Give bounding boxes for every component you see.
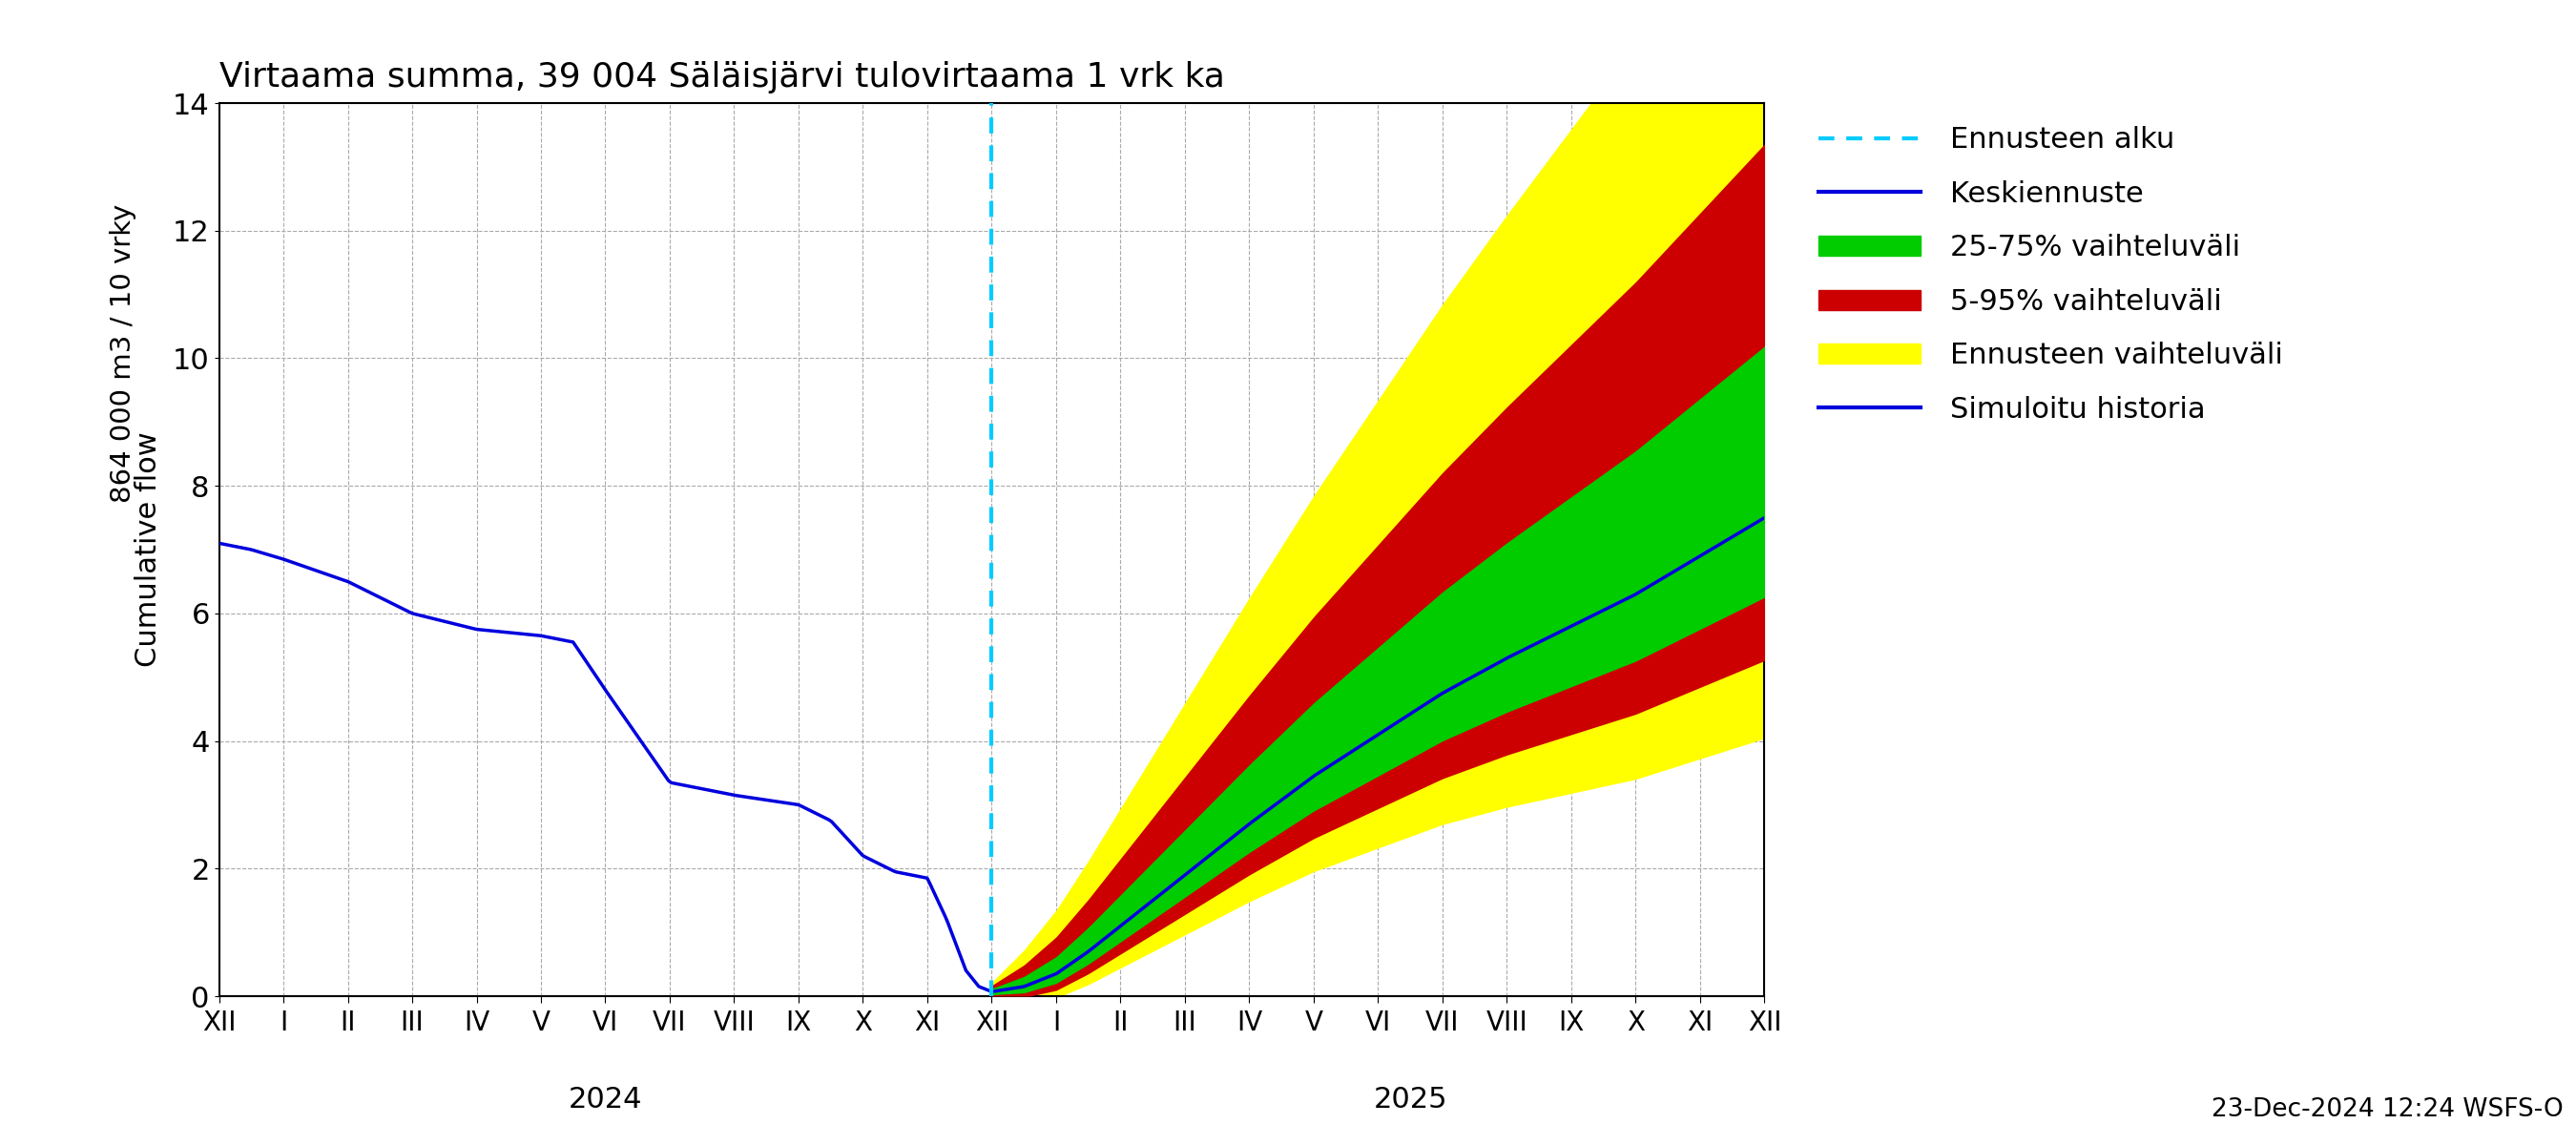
Text: 23-Dec-2024 12:24 WSFS-O: 23-Dec-2024 12:24 WSFS-O bbox=[2210, 1097, 2563, 1122]
Text: 2025: 2025 bbox=[1373, 1085, 1448, 1113]
Text: 2024: 2024 bbox=[569, 1085, 641, 1113]
Text: Virtaama summa, 39 004 Säläisjärvi tulovirtaama 1 vrk ka: Virtaama summa, 39 004 Säläisjärvi tulov… bbox=[219, 62, 1224, 94]
Legend: Ennusteen alku, Keskiennuste, 25-75% vaihteluväli, 5-95% vaihteluväli, Ennusteen: Ennusteen alku, Keskiennuste, 25-75% vai… bbox=[1811, 118, 2293, 433]
Text: 864 000 m3 / 10 vrky: 864 000 m3 / 10 vrky bbox=[111, 204, 137, 503]
Y-axis label: Cumulative flow: Cumulative flow bbox=[134, 432, 162, 668]
